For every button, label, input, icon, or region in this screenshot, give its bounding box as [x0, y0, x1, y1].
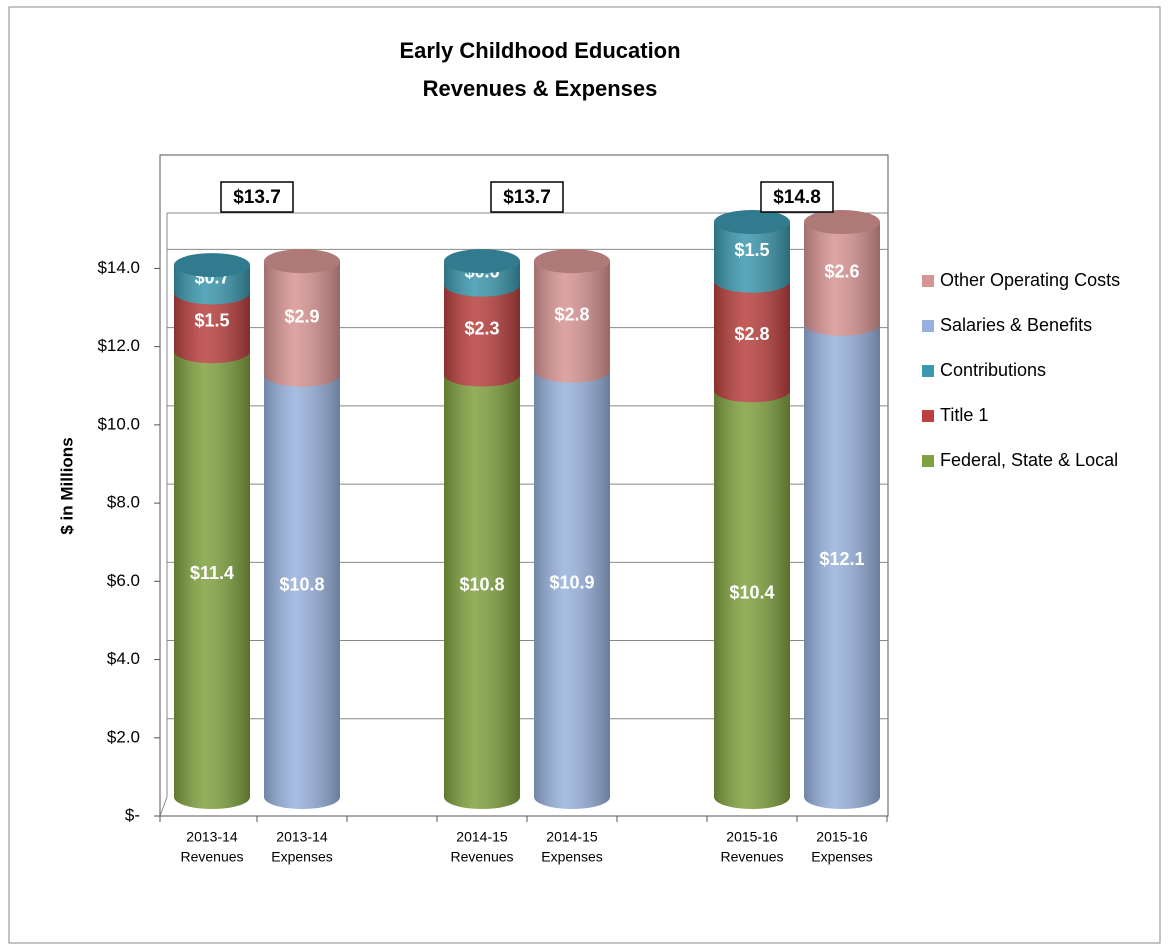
bar-cap [174, 253, 250, 278]
value-label: $10.9 [549, 573, 594, 593]
x-tick-label: 2015-16 [726, 829, 778, 845]
annotation: $13.7 [233, 187, 281, 208]
annotation: $14.8 [773, 187, 821, 208]
bar-cap-shade [174, 253, 250, 278]
annotation-box [220, 181, 294, 213]
y-tick-label: $- [125, 805, 140, 824]
annotation: $13.7 [503, 187, 551, 208]
y-tick-label: $6.0 [107, 571, 140, 590]
value-label: $1.5 [194, 311, 229, 331]
value-label: $11.4 [190, 563, 234, 583]
legend-label: Federal, State & Local [940, 450, 1118, 470]
bar-shade [174, 292, 250, 364]
bar-shade [534, 370, 610, 809]
x-tick-label: 2013-14 [276, 829, 328, 845]
bar-cap [714, 210, 790, 235]
legend-swatch [922, 455, 934, 467]
x-tick-label: 2014-15 [546, 829, 598, 845]
x-tick-label: 2015-16 [816, 829, 868, 845]
bar-cap-shade [264, 249, 340, 274]
y-tick-label: $2.0 [107, 727, 140, 746]
bar-cap [264, 249, 340, 274]
bar-shade [714, 222, 790, 293]
bar-cap-shade [714, 210, 790, 235]
annotation-box [490, 181, 564, 213]
legend-swatch [922, 410, 934, 422]
bar-shade [174, 351, 250, 809]
legend-swatch [922, 275, 934, 287]
y-tick-label: $12.0 [97, 336, 140, 355]
legend-swatch [922, 320, 934, 332]
legend-label: Salaries & Benefits [940, 315, 1092, 335]
bar-shade [714, 280, 790, 403]
bar-shade [804, 222, 880, 336]
bar-cap-shade [804, 210, 880, 235]
x-tick-label: Revenues [720, 849, 783, 865]
chart-title: Early Childhood Education [399, 38, 680, 63]
bar-shade [264, 374, 340, 809]
legend-label: Other Operating Costs [940, 270, 1120, 290]
bar-shade [444, 374, 520, 809]
y-axis-label: $ in Millions [57, 437, 76, 534]
value-label: $2.3 [464, 318, 499, 338]
value-label: $2.6 [824, 262, 859, 282]
y-tick-label: $8.0 [107, 493, 140, 512]
floor-line [159, 796, 168, 817]
value-label: $2.8 [554, 305, 589, 325]
y-tick-label: $10.0 [97, 414, 140, 433]
legend-label: Contributions [940, 360, 1046, 380]
legend-label: Title 1 [940, 405, 988, 425]
bar-shade [534, 261, 610, 383]
x-tick-label: Expenses [541, 849, 602, 865]
bar-shade [804, 323, 880, 809]
bar-cap [534, 249, 610, 274]
annotation-box [760, 181, 834, 213]
bar-shade [264, 261, 340, 387]
x-tick-label: Revenues [450, 849, 513, 865]
x-tick-label: 2014-15 [456, 829, 508, 845]
value-label: $2.8 [734, 324, 769, 344]
x-tick-label: Revenues [180, 849, 243, 865]
value-label: $2.9 [284, 307, 319, 327]
chart-subtitle: Revenues & Expenses [423, 76, 658, 101]
value-label: $1.5 [734, 240, 769, 260]
x-tick-label: 2013-14 [186, 829, 238, 845]
bar-cap [804, 210, 880, 235]
value-label: $10.8 [279, 575, 324, 595]
value-label: $10.8 [459, 575, 504, 595]
value-label: $12.1 [819, 549, 864, 569]
bar-cap [444, 249, 520, 274]
bar-shade [714, 390, 790, 809]
y-tick-label: $14.0 [97, 258, 140, 277]
bar-shade [444, 284, 520, 387]
legend-swatch [922, 365, 934, 377]
x-tick-label: Expenses [271, 849, 332, 865]
bar-cap-shade [534, 249, 610, 274]
bar-cap-shade [444, 249, 520, 274]
y-tick-label: $4.0 [107, 649, 140, 668]
x-tick-label: Expenses [811, 849, 872, 865]
value-label: $10.4 [729, 582, 774, 602]
